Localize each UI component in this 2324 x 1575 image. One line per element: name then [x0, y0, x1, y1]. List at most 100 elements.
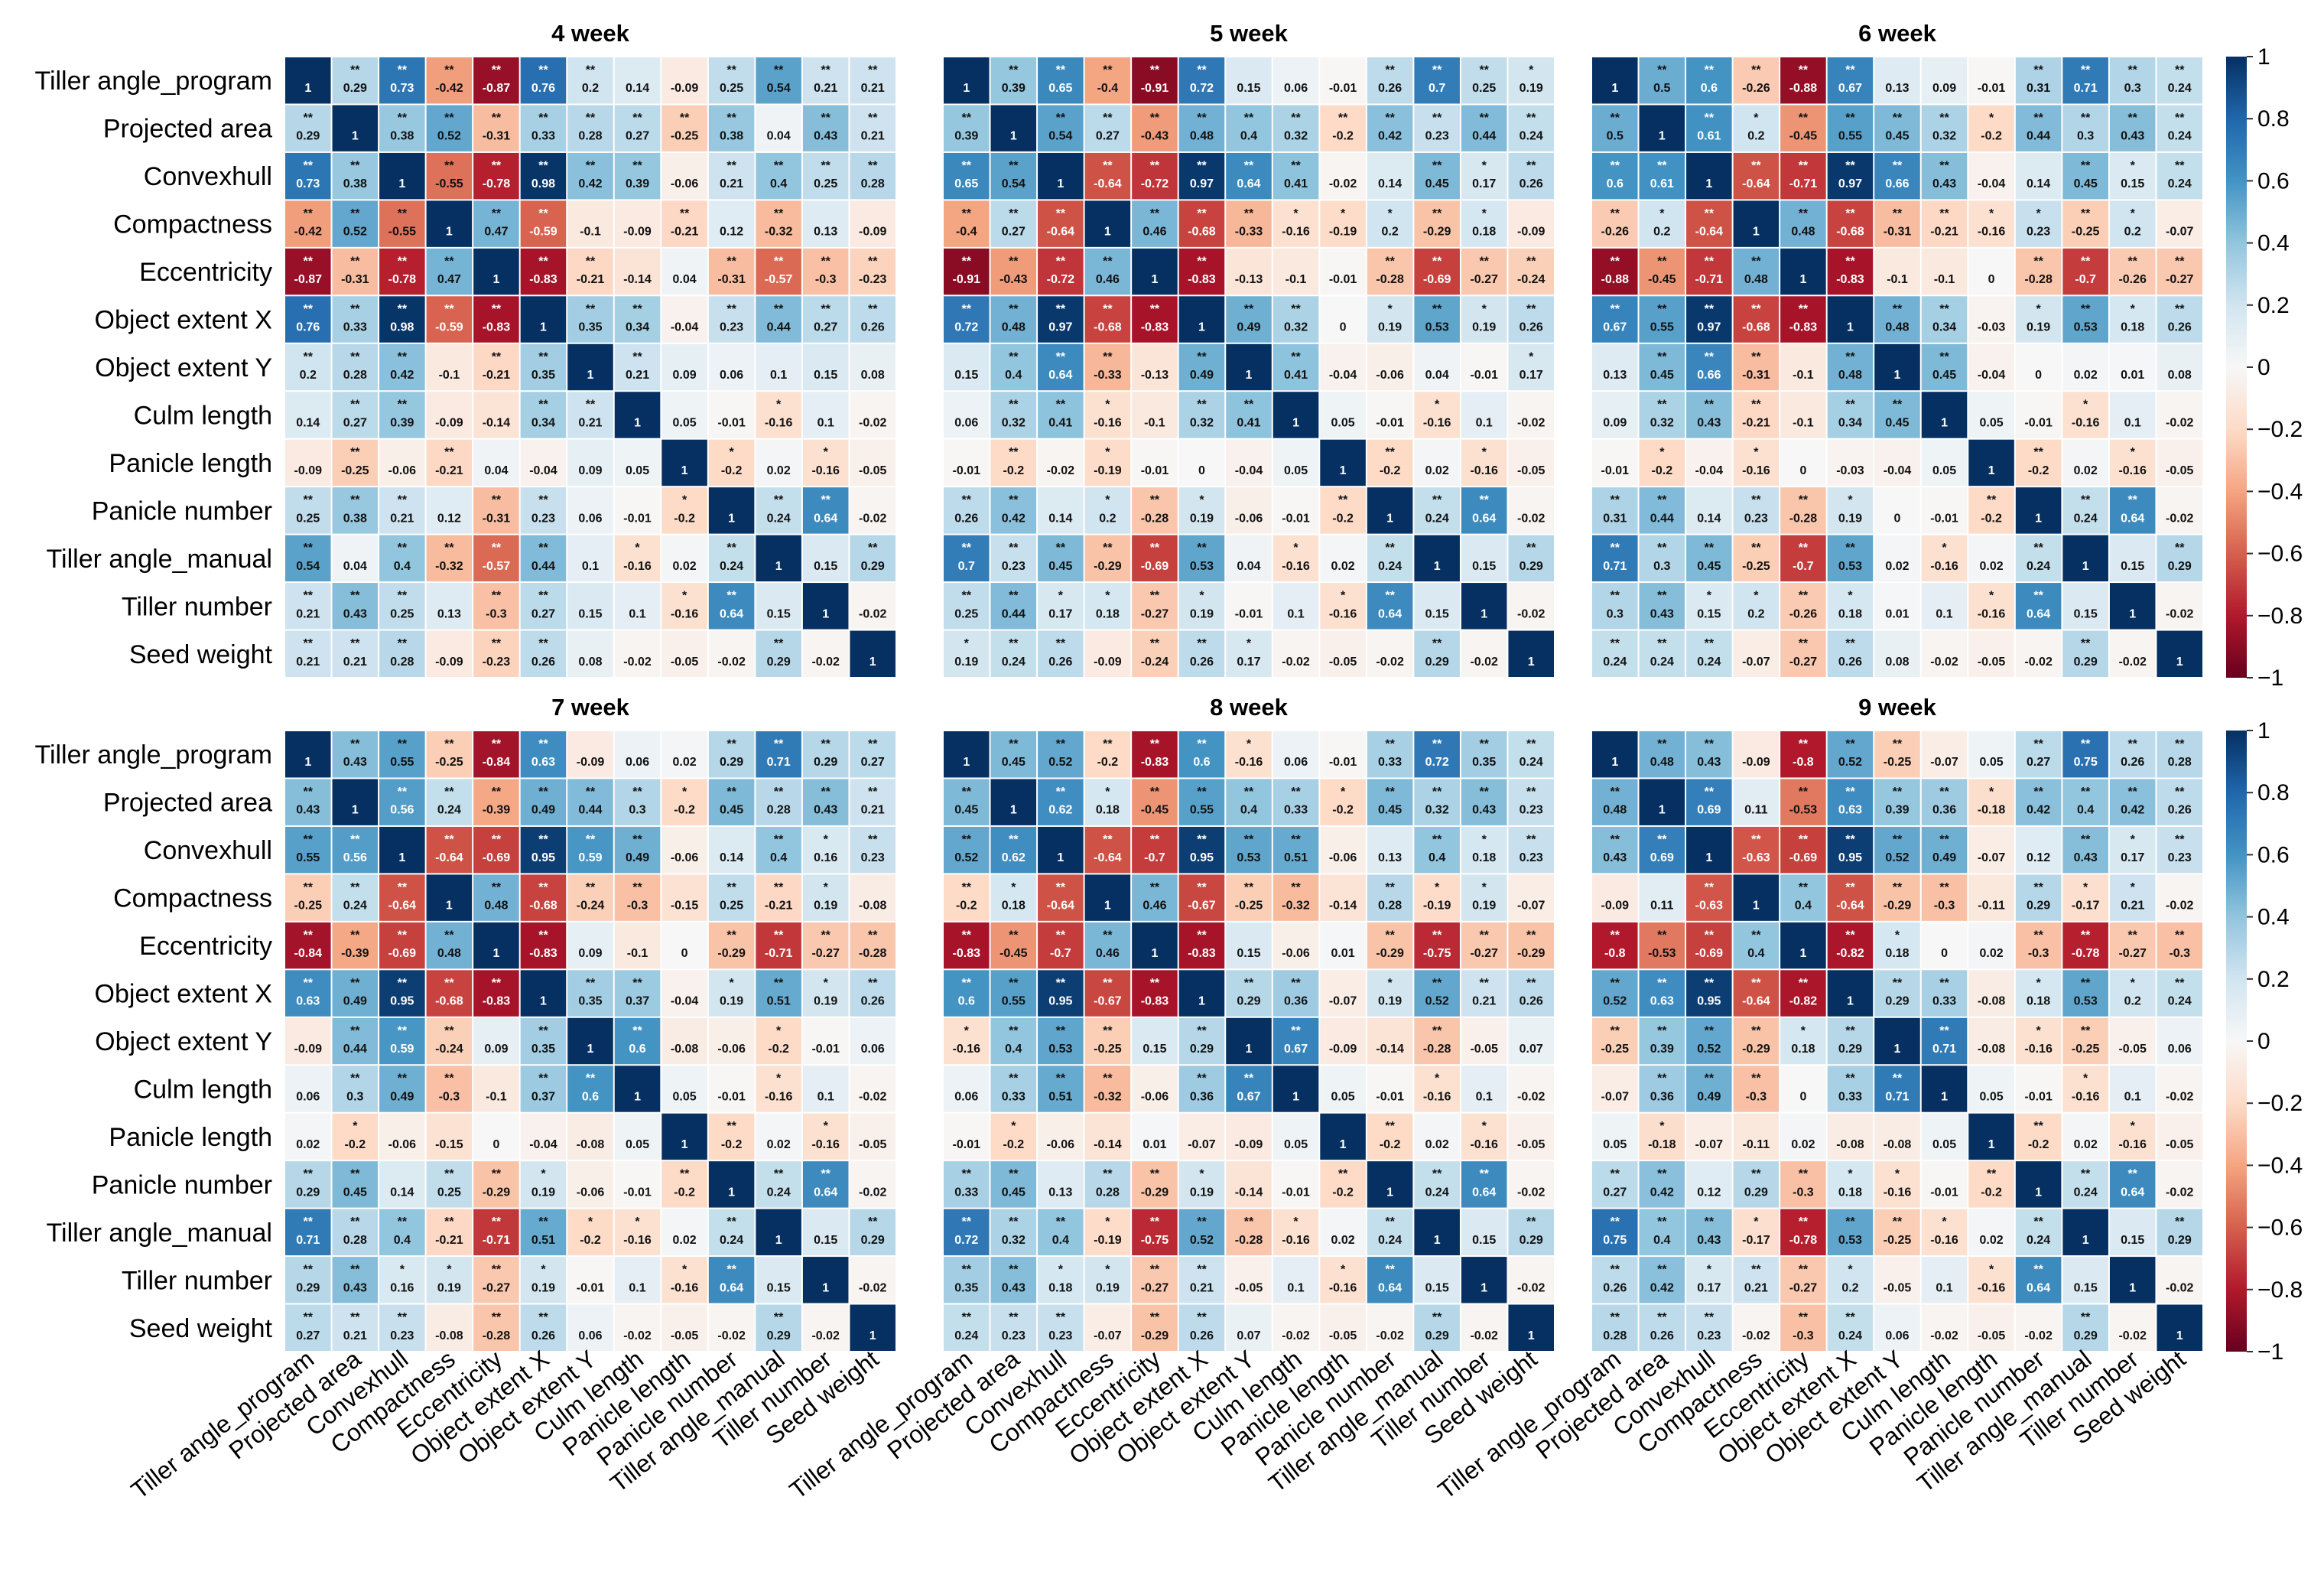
- cell-value-label: 0.12: [1697, 1186, 1721, 1199]
- significance-marker: *: [1341, 590, 1346, 603]
- cell-value-label: 1: [1104, 900, 1111, 913]
- significance-marker: **: [1056, 1072, 1066, 1085]
- cell-value-label: 0.45: [1885, 130, 1909, 143]
- cell-value-label: 0.72: [1190, 82, 1214, 95]
- cell-value-label: -0.7: [1144, 851, 1165, 864]
- heatmap-cell: [567, 1017, 613, 1065]
- cell-value-label: -0.16: [1423, 1090, 1451, 1103]
- significance-marker: **: [398, 881, 408, 894]
- cell-value-label: 0.29: [2168, 1234, 2192, 1247]
- heatmap-cell: [1827, 535, 1874, 582]
- row-label-tiller-number: Tiller number: [122, 592, 272, 621]
- cell-value-label: 0.34: [1838, 416, 1862, 429]
- heatmap-cell: [944, 1161, 990, 1208]
- cell-value-label: 0.43: [814, 130, 837, 143]
- cell-value-label: 0.56: [343, 851, 367, 864]
- heatmap-cell: [1414, 922, 1460, 969]
- heatmap-cell: [1874, 970, 1920, 1017]
- heatmap-cell: [2062, 57, 2108, 104]
- significance-marker: **: [304, 786, 314, 799]
- heatmap-cell: [2062, 731, 2108, 778]
- significance-marker: **: [1103, 542, 1113, 555]
- cell-value-label: 0.43: [1002, 1281, 1025, 1294]
- significance-marker: **: [1845, 929, 1855, 942]
- heatmap-cell: [1132, 343, 1178, 391]
- significance-marker: **: [1103, 303, 1113, 316]
- cell-value-label: 0.45: [1425, 177, 1449, 190]
- significance-marker: **: [2127, 112, 2137, 125]
- cell-value-label: 0.27: [1096, 130, 1120, 143]
- heatmap-cell: [1226, 535, 1272, 582]
- heatmap-cell: [520, 922, 567, 969]
- heatmap-cell: [1132, 922, 1178, 969]
- cell-value-label: 0.39: [1885, 804, 1909, 817]
- cell-value-label: 0.1: [1287, 607, 1304, 620]
- heatmap-cell: [473, 779, 519, 825]
- cell-value-label: -0.01: [717, 416, 746, 429]
- significance-marker: **: [350, 207, 360, 220]
- cell-value-label: -0.09: [435, 656, 463, 669]
- cell-value-label: 0.21: [626, 369, 649, 382]
- significance-marker: **: [2081, 494, 2091, 507]
- heatmap-cell: [379, 970, 425, 1017]
- cell-value-label: -0.04: [1235, 464, 1263, 477]
- cell-value-label: 0.23: [531, 512, 555, 525]
- cell-value-label: -0.31: [483, 512, 511, 525]
- heatmap-cell: [614, 1161, 661, 1208]
- heatmap-cell: [1226, 296, 1272, 343]
- significance-marker: **: [1338, 112, 1348, 125]
- heatmap-cell: [850, 1161, 895, 1208]
- heatmap-cell: [332, 200, 379, 247]
- significance-marker: **: [1799, 637, 1809, 650]
- heatmap-cell: [1827, 57, 1874, 104]
- panel-title: 6 week: [1858, 20, 1936, 47]
- cell-value-label: -0.21: [435, 464, 463, 477]
- cell-value-label: 1: [681, 1138, 688, 1151]
- cell-value-label: 0.43: [814, 804, 837, 817]
- significance-marker: **: [1657, 1215, 1667, 1228]
- heatmap-cell: [1733, 152, 1780, 200]
- cell-value-label: -0.16: [1884, 1186, 1912, 1199]
- cell-value-label: 0.21: [390, 512, 414, 525]
- significance-marker: *: [1754, 112, 1759, 125]
- heatmap-cell: [2109, 1113, 2156, 1160]
- cell-value-label: -0.69: [388, 947, 417, 960]
- heatmap-cell: [708, 535, 755, 582]
- cell-value-label: 0.02: [673, 560, 697, 573]
- heatmap-cell: [1414, 1161, 1460, 1208]
- significance-marker: **: [398, 737, 408, 750]
- cell-value-label: 0.26: [1048, 656, 1072, 669]
- cell-value-label: -0.09: [623, 226, 652, 239]
- cell-value-label: -0.07: [1742, 656, 1770, 669]
- cell-value-label: 1: [1151, 947, 1158, 960]
- cell-value-label: 0.07: [1520, 1043, 1543, 1056]
- cell-value-label: -0.83: [1141, 995, 1169, 1008]
- heatmap-cell: [1874, 439, 1920, 486]
- heatmap-cell: [2062, 583, 2108, 630]
- cell-value-label: -0.07: [1094, 1329, 1122, 1342]
- heatmap-cell: [1367, 1304, 1413, 1351]
- cell-value-label: 0.4: [394, 1234, 411, 1247]
- cell-value-label: -0.2: [1981, 1186, 2002, 1199]
- cell-value-label: 0.48: [484, 900, 508, 913]
- significance-marker: **: [868, 255, 878, 268]
- cell-value-label: 0.73: [390, 82, 414, 95]
- heatmap-cell: [990, 731, 1037, 778]
- cell-value-label: 0.2: [1747, 130, 1764, 143]
- cell-value-label: 0.06: [296, 1090, 320, 1103]
- heatmap-cell: [1414, 630, 1460, 677]
- heatmap-cell: [520, 1113, 567, 1160]
- heatmap-cell: [2109, 779, 2156, 825]
- heatmap-cell: [473, 1209, 519, 1256]
- colorbar-tick-label: −1: [2257, 1339, 2283, 1365]
- cell-value-label: 0.04: [767, 130, 791, 143]
- colorbar-tick-label: 0.8: [2257, 106, 2290, 132]
- heatmap-cell: [990, 439, 1037, 486]
- significance-marker: **: [1705, 881, 1715, 894]
- heatmap-cell: [1367, 57, 1413, 104]
- heatmap-cell: [1921, 1304, 1968, 1351]
- significance-marker: *: [1989, 590, 1994, 603]
- heatmap-cell: [1780, 630, 1826, 677]
- cell-value-label: -0.02: [2166, 1186, 2194, 1199]
- heatmap-cell: [1273, 248, 1319, 295]
